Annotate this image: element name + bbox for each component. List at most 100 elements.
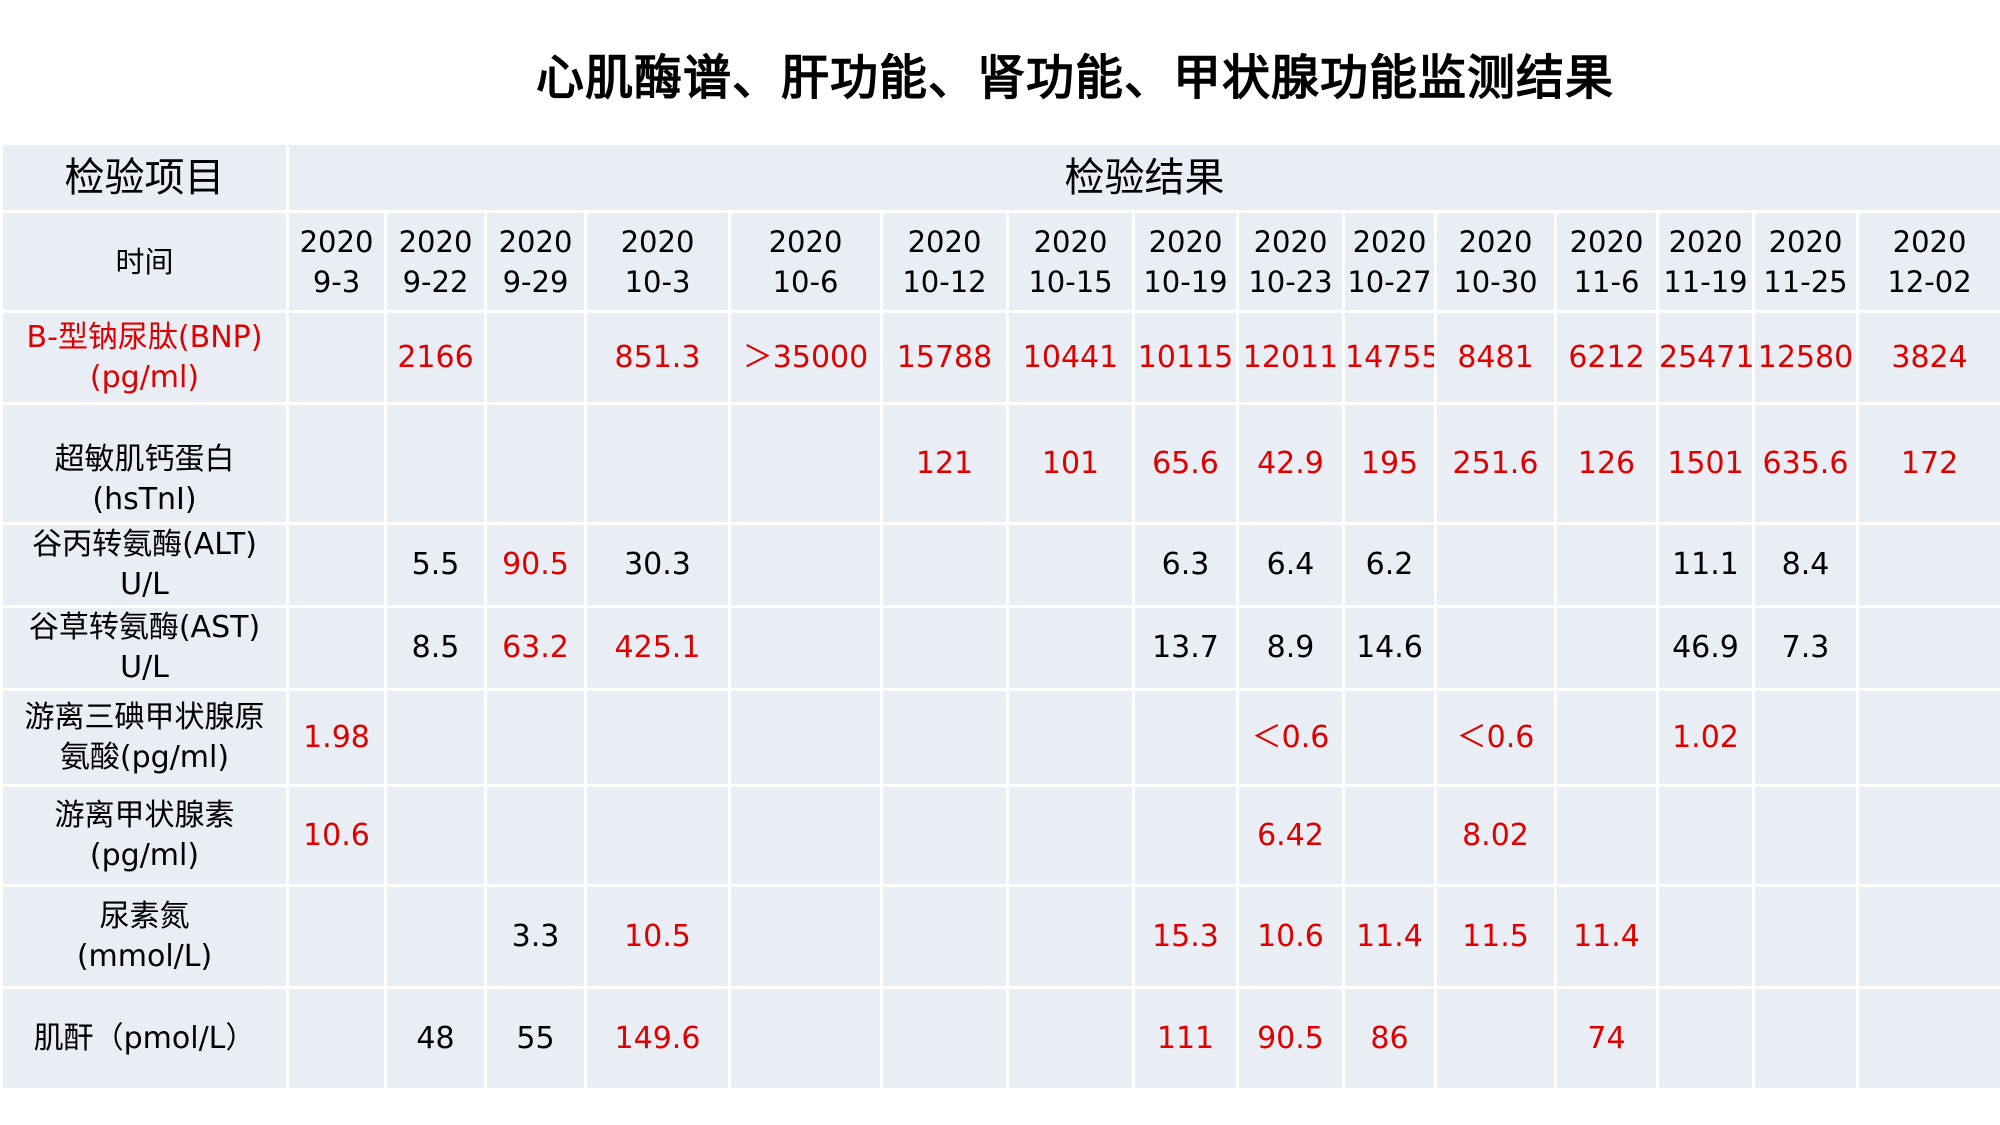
test-item-name: 游离三碘甲状腺原 (24, 699, 265, 735)
test-item-label: 谷草转氨酶(AST) U/L (0, 605, 289, 691)
result-cell: 8.02 (1434, 784, 1557, 887)
result-cell (1554, 522, 1659, 608)
result-cell: 14.6 (1342, 605, 1437, 691)
date-header-cell: 2020 11-25 (1752, 210, 1859, 313)
result-cell (1006, 884, 1135, 989)
result-cell (728, 986, 883, 1091)
table-row: 尿素氮 (mmol/L) 3.3 10.5 15.3 10.6 11.4 11.5 11.4 (0, 884, 2000, 989)
date-month-day: 12-02 (1887, 264, 1972, 299)
table-row: 谷丙转氨酶(ALT) U/L 5.5 90.5 30.3 6.3 6.4 6.2 11.1 8.4 (0, 522, 2000, 608)
date-header-cell: 2020 10-12 (880, 210, 1009, 313)
date-year: 2020 (1668, 224, 1743, 259)
result-cell: 10.6 (286, 784, 387, 887)
result-cell (880, 784, 1009, 887)
result-cell: 111 (1132, 986, 1239, 1091)
result-cell (286, 402, 387, 525)
table-row: 游离甲状腺素 (pg/ml) 10.6 6.42 8.02 (0, 784, 2000, 887)
result-cell (1554, 605, 1659, 691)
date-month-day: 10-15 (1028, 264, 1113, 299)
result-cell (728, 605, 883, 691)
result-cell: 6.42 (1236, 784, 1345, 887)
date-month-day: 10-12 (902, 264, 987, 299)
result-cell: 90.5 (484, 522, 587, 608)
date-month-day: 10-23 (1248, 264, 1333, 299)
result-cell (1752, 688, 1859, 787)
test-item-name: B-型钠尿肽(BNP) (26, 319, 263, 355)
result-cell (880, 605, 1009, 691)
date-year: 2020 (1033, 224, 1108, 259)
test-item-label: 游离三碘甲状腺原 氨酸(pg/ml) (0, 688, 289, 787)
date-header-cell: 2020 11-19 (1656, 210, 1755, 313)
result-cell: 11.4 (1342, 884, 1437, 989)
result-cell: 63.2 (484, 605, 587, 691)
result-cell: 11.4 (1554, 884, 1659, 989)
result-cell: 11.5 (1434, 884, 1557, 989)
result-cell: 8.9 (1236, 605, 1345, 691)
result-cell: 126 (1554, 402, 1659, 525)
date-year: 2020 (1148, 224, 1223, 259)
result-cell (1006, 784, 1135, 887)
result-cell: 172 (1855, 402, 2000, 525)
test-item-unit: (pg/ml) (89, 359, 200, 395)
date-header-cell: 2020 10-27 (1342, 210, 1437, 313)
result-cell: 1.02 (1656, 688, 1755, 787)
result-cell: 12011 (1236, 310, 1345, 405)
date-month-day: 11-25 (1763, 264, 1848, 299)
table-row: 超敏肌钙蛋白 (hsTnI) 121 101 65.6 42.9 195 251.6 126 15… (0, 402, 2000, 525)
date-month-day: 10-30 (1453, 264, 1538, 299)
test-item-unit: (hsTnI) (92, 482, 197, 517)
result-cell (1006, 688, 1135, 787)
date-month-day: 11-6 (1573, 264, 1640, 299)
result-cell: 10441 (1006, 310, 1135, 405)
result-cell (1006, 522, 1135, 608)
result-cell (1752, 784, 1859, 887)
date-month-day: 10-19 (1143, 264, 1228, 299)
result-cell (484, 784, 587, 887)
result-cell (484, 688, 587, 787)
result-cell (1132, 688, 1239, 787)
date-header-cell: 2020 10-19 (1132, 210, 1239, 313)
test-item-unit: (pg/ml) (89, 837, 200, 873)
result-cell (728, 688, 883, 787)
result-cell (1855, 884, 2000, 989)
result-cell (1006, 986, 1135, 1091)
result-cell (728, 884, 883, 989)
date-month-day: 10-6 (772, 264, 839, 299)
date-header-cell: 2020 9-22 (384, 210, 487, 313)
date-year: 2020 (1569, 224, 1644, 259)
date-year: 2020 (1352, 224, 1427, 259)
result-cell: 1.98 (286, 688, 387, 787)
test-item-unit: (mmol/L) (76, 938, 213, 974)
result-cell: ＜0.6 (1236, 688, 1345, 787)
result-cell: 101 (1006, 402, 1135, 525)
item-header: 检验项目 (0, 142, 289, 213)
date-year: 2020 (907, 224, 982, 259)
table-row: B-型钠尿肽(BNP) (pg/ml) 2166 851.3 ＞35000 15788 10… (0, 310, 2000, 405)
result-cell: 851.3 (584, 310, 731, 405)
table-row: 肌酐（pmol/L） 48 55 149.6 111 90.5 86 74 (0, 986, 2000, 1091)
result-cell: 25471 (1656, 310, 1755, 405)
result-cell (728, 402, 883, 525)
date-header-cell: 2020 10-6 (728, 210, 883, 313)
time-label: 时间 (0, 210, 289, 313)
test-item-label: 肌酐（pmol/L） (0, 986, 289, 1091)
result-cell (880, 688, 1009, 787)
date-month-day: 9-3 (312, 264, 361, 299)
result-cell (728, 784, 883, 887)
result-cell: 86 (1342, 986, 1437, 1091)
result-cell: 6.4 (1236, 522, 1345, 608)
result-cell (584, 784, 731, 887)
date-month-day: 11-19 (1663, 264, 1748, 299)
result-cell (1855, 986, 2000, 1091)
result-cell (1342, 688, 1437, 787)
result-cell (1434, 522, 1557, 608)
result-cell: ＞35000 (728, 310, 883, 405)
result-cell: 6212 (1554, 310, 1659, 405)
result-cell: 8481 (1434, 310, 1557, 405)
date-month-day: 10-27 (1347, 264, 1432, 299)
test-item-name: 肌酐（pmol/L） (33, 1020, 256, 1056)
date-header-cell: 2020 11-6 (1554, 210, 1659, 313)
test-item-label: 游离甲状腺素 (pg/ml) (0, 784, 289, 887)
result-cell: 10.6 (1236, 884, 1345, 989)
test-item-unit: 氨酸(pg/ml) (59, 739, 230, 775)
